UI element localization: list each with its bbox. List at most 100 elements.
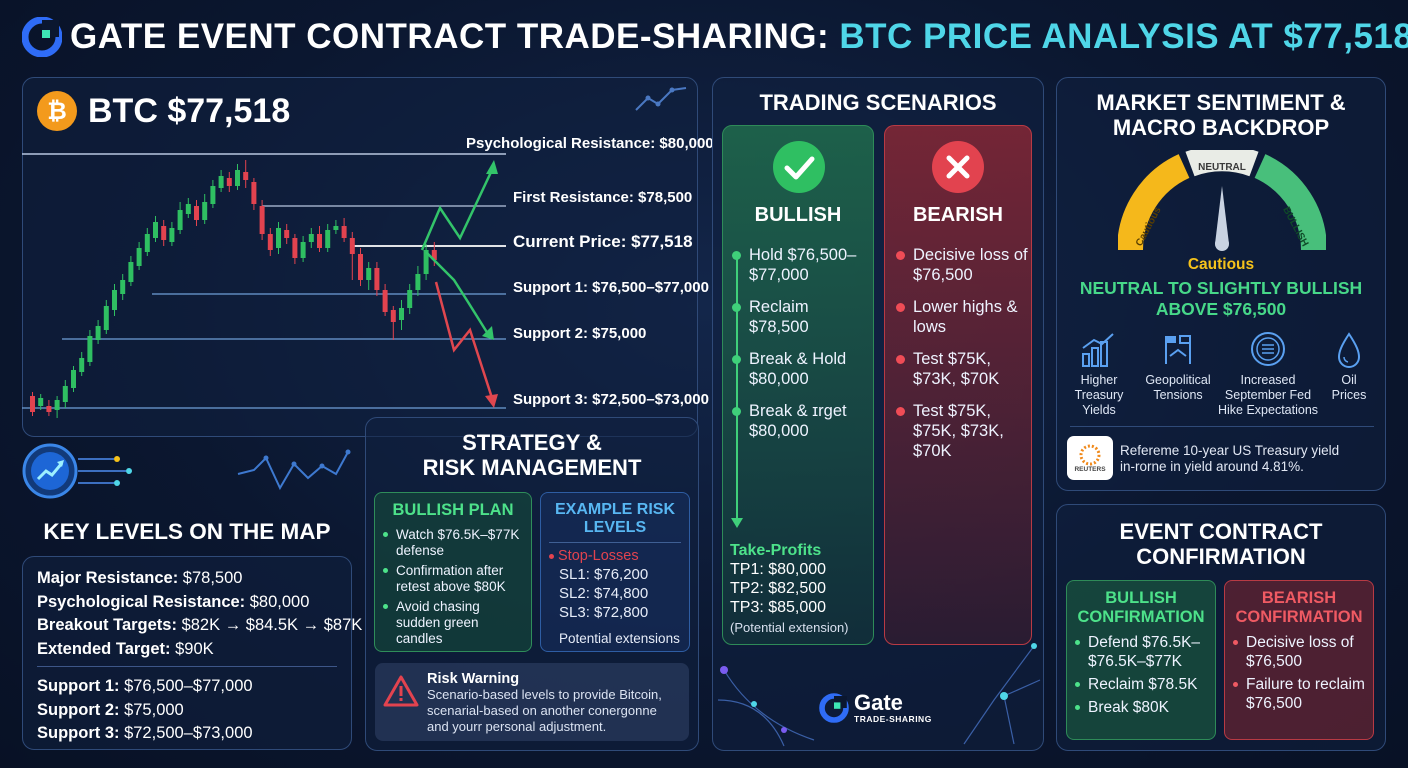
bullet-text: Defend $76.5K– $76.5K–$77K: [1088, 634, 1201, 670]
divider: [37, 666, 337, 667]
bullet-item: Avoid chasing sudden green candles: [383, 599, 523, 647]
bullet-text: Decisive loss of $76,500: [1246, 634, 1354, 670]
bullet-item: Test $75K, $75K, $73K, $70K: [896, 401, 1030, 461]
candle-body: [341, 226, 347, 238]
label-psych-resistance: Psychological Resistance: $80,000: [466, 135, 714, 152]
candle-body: [112, 290, 117, 310]
resistance-value: $80,000: [245, 592, 310, 611]
risk-warning-title: Risk Warning: [427, 671, 520, 687]
support-row: Support 3: $72,500–$73,000: [37, 722, 337, 746]
bullet-item: Defend $76.5K– $76.5K–$77K: [1075, 633, 1207, 671]
confirmation-heading: EVENT CONTRACT CONFIRMATION: [1119, 519, 1323, 570]
scenarios-heading: TRADING SCENARIOS: [759, 90, 997, 115]
resistance-row: Breakout Targets: $82K → $84.5K → $87K: [37, 614, 362, 638]
factor-label-fed: Increased September Fed Hike Expectation…: [1217, 373, 1319, 417]
bullish-column: [722, 125, 874, 645]
sentiment-heading: MARKET SENTIMENT & MACRO BACKDROP: [1096, 90, 1346, 141]
bearish-conditions: Decisive loss of $76,500 Lower highs & lo…: [896, 245, 1030, 473]
bullet-text: Break & Hold $80,000: [749, 350, 847, 388]
stop-loss-item: SL2: $74,800: [559, 585, 649, 602]
bullet-item: Break & ɪrget $80,000: [732, 401, 872, 441]
gate-logo-icon: [22, 17, 62, 57]
network-deco-right: [963, 643, 1041, 745]
candle-body: [161, 226, 167, 240]
gauge-reading: Cautious: [1187, 256, 1255, 273]
bullet-dot: [896, 355, 905, 364]
candle-body: [128, 262, 134, 282]
bullet-text: Hold $76,500–$77,000: [749, 246, 857, 284]
risk-warning-text: Scenario-based levels to provide Bitcoin…: [427, 687, 662, 734]
label-current-price: Current Price: $77,518: [513, 232, 693, 251]
candle-body: [62, 386, 68, 402]
key-levels-panel: Major Resistance: $78,500 Psychological R…: [22, 556, 362, 750]
key-levels-heading: KEY LEVELS ON THE MAP: [43, 519, 331, 544]
bullish-confirmation-card: BULLISH CONFIRMATION Defend $76.5K– $76.…: [1066, 580, 1216, 740]
bullet-dot: [1075, 705, 1080, 710]
page-header: GATE EVENT CONTRACT TRADE-SHARING: BTC P…: [22, 14, 1408, 60]
resistance-key: Major Resistance:: [37, 569, 179, 587]
candle-body: [87, 336, 93, 362]
bearish-column: [884, 125, 1032, 645]
bullet-text: Test $75K, $73K, $70K: [913, 350, 1000, 388]
candle-body: [317, 234, 322, 248]
fed-seal-icon: [1251, 332, 1285, 366]
bullet-text: Watch $76.5K–$77K defense: [396, 527, 520, 558]
bullish-plan-list: Watch $76.5K–$77K defense Confirmation af…: [383, 527, 523, 647]
bull-pullback-arrow: [425, 251, 490, 335]
source-divider: [1070, 426, 1374, 427]
candle-body: [407, 290, 413, 308]
candle-body: [259, 206, 265, 234]
candle-body: [325, 230, 331, 248]
candle-body: [251, 182, 257, 204]
candle-body: [284, 230, 290, 238]
bullet-item: Lower highs & lows: [896, 297, 1030, 337]
stop-loss-item: SL1: $76,200: [559, 566, 649, 583]
factor-label-geopolitics: Geopolitical Tensions: [1145, 373, 1211, 402]
resistance-row: Extended Target: $90K: [37, 638, 337, 662]
bullet-text: Break & ɪrget $80,000: [749, 402, 847, 440]
network-deco-left: [717, 666, 815, 747]
candle-body: [136, 248, 142, 266]
resistance-row: Major Resistance: $78,500: [37, 567, 337, 591]
gauge-needle: [1215, 186, 1229, 244]
bar-chart-icon: [1082, 333, 1114, 367]
resistance-value: $90K: [170, 639, 214, 658]
candle-body: [243, 172, 249, 180]
bullet-dot: [1233, 682, 1238, 687]
bullet-dot: [383, 532, 388, 537]
candle-body: [30, 396, 35, 412]
bullet-text: Failure to reclaim $76,500: [1246, 676, 1365, 712]
bullet-dot: [1075, 682, 1080, 687]
take-profit-block: Take-Profits TP1: $80,000 TP2: $82,500 TP3…: [730, 541, 870, 635]
bullet-item: Reclaim $78,500: [732, 297, 872, 337]
candle-body: [194, 206, 199, 220]
sentiment-summary: NEUTRAL TO SLIGHTLY BULLISH ABOVE $76,50…: [1079, 278, 1363, 319]
mini-trend-icon: [635, 87, 687, 111]
bearish-confirmation-card: BEARISH CONFIRMATION Decisive loss of $7…: [1224, 580, 1374, 740]
candle-body: [366, 268, 372, 280]
candle-body: [120, 280, 126, 294]
source-text: Refereme 10-year US Treasury yield in-ro…: [1120, 443, 1340, 474]
candle-body: [226, 178, 232, 186]
candle-body: [358, 254, 363, 280]
bullet-dot: [896, 251, 905, 260]
bearish-title: BEARISH: [912, 204, 1003, 226]
candle-body: [349, 238, 355, 254]
label-first-resistance: First Resistance: $78,500: [513, 189, 693, 206]
candle-body: [144, 234, 150, 252]
gate-trade-sharing-logo: Gate TRADE-SHARING: [818, 692, 932, 724]
bullet-text: Reclaim $78,500: [749, 298, 809, 336]
bullet-item: Decisive loss of $76,500: [1233, 633, 1365, 671]
gate-logo-name: Gate: [854, 690, 903, 715]
bullet-item: Reclaim $78.5K: [1075, 675, 1207, 694]
candle-body: [292, 238, 298, 258]
geopolitics-icon: [1165, 335, 1191, 364]
bullet-dot: [1075, 640, 1080, 645]
candle-body: [399, 308, 404, 320]
support-row: Support 2: $75,000: [37, 699, 337, 723]
risk-note: Potential extensions: [559, 631, 680, 646]
take-profit-title: Take-Profits: [730, 542, 822, 559]
bullet-item: Decisive loss of $76,500: [896, 245, 1030, 285]
candle-body: [390, 310, 396, 322]
strategy-heading: STRATEGY & RISK MANAGEMENT: [422, 430, 642, 481]
